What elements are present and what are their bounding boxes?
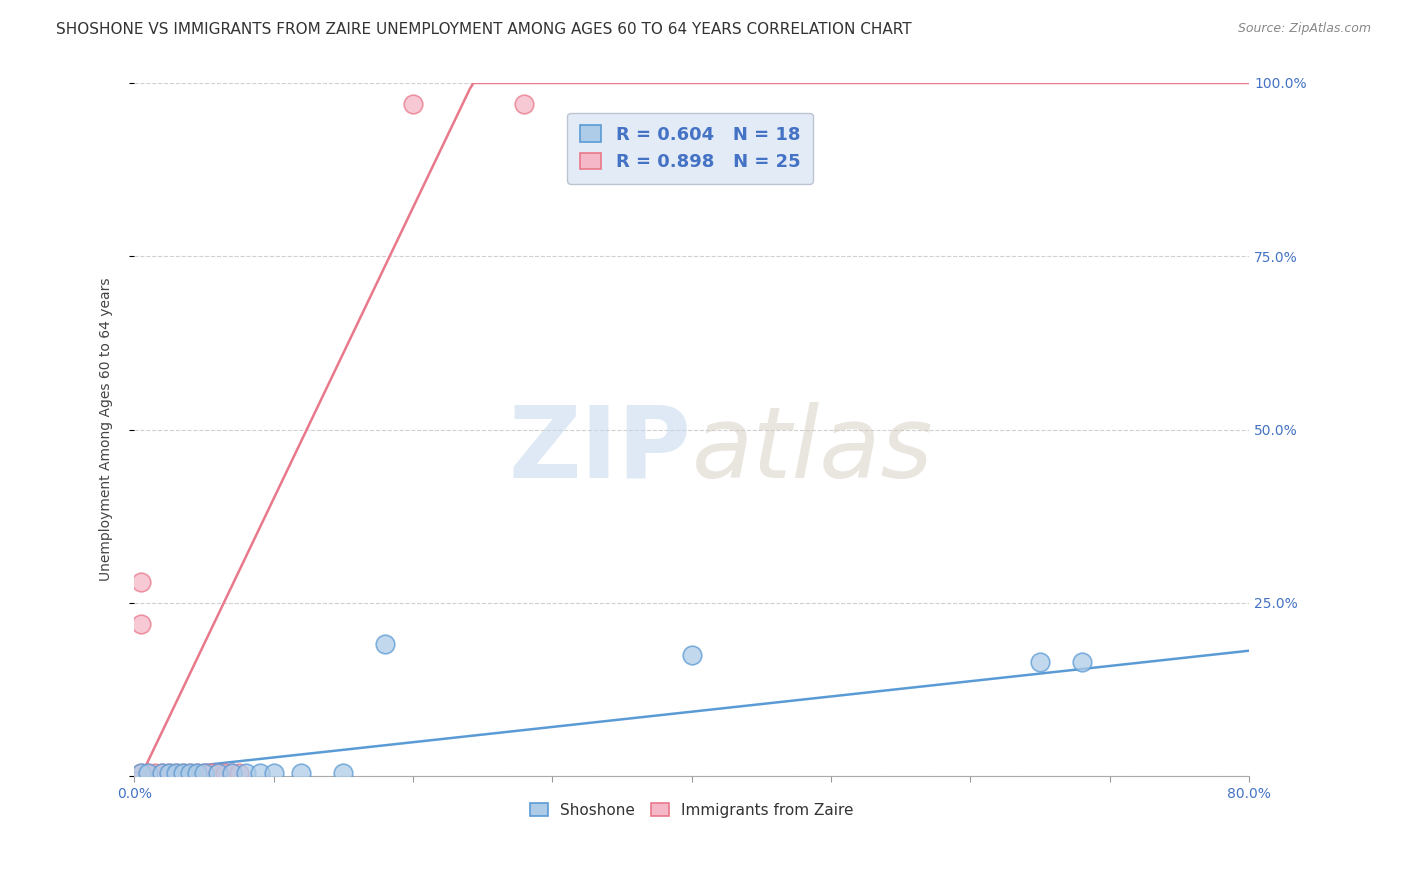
- Point: [136, 765, 159, 780]
- Point: [150, 765, 173, 780]
- Point: [172, 765, 194, 780]
- Point: [157, 765, 180, 780]
- Text: Source: ZipAtlas.com: Source: ZipAtlas.com: [1237, 22, 1371, 36]
- Point: [228, 765, 250, 780]
- Point: [186, 765, 208, 780]
- Point: [249, 765, 271, 780]
- Point: [157, 765, 180, 780]
- Point: [143, 765, 166, 780]
- Text: ZIP: ZIP: [509, 402, 692, 499]
- Point: [207, 765, 229, 780]
- Point: [129, 765, 152, 780]
- Point: [1070, 655, 1092, 669]
- Point: [186, 765, 208, 780]
- Point: [235, 765, 257, 780]
- Legend: Shoshone, Immigrants from Zaire: Shoshone, Immigrants from Zaire: [523, 797, 859, 824]
- Point: [332, 765, 354, 780]
- Point: [207, 765, 229, 780]
- Point: [263, 765, 285, 780]
- Point: [165, 765, 187, 780]
- Point: [221, 765, 243, 780]
- Point: [193, 765, 215, 780]
- Point: [136, 765, 159, 780]
- Point: [165, 765, 187, 780]
- Point: [402, 96, 425, 111]
- Text: SHOSHONE VS IMMIGRANTS FROM ZAIRE UNEMPLOYMENT AMONG AGES 60 TO 64 YEARS CORRELA: SHOSHONE VS IMMIGRANTS FROM ZAIRE UNEMPL…: [56, 22, 912, 37]
- Point: [129, 765, 152, 780]
- Point: [214, 765, 236, 780]
- Point: [179, 765, 201, 780]
- Point: [200, 765, 222, 780]
- Y-axis label: Unemployment Among Ages 60 to 64 years: Unemployment Among Ages 60 to 64 years: [100, 277, 114, 582]
- Point: [179, 765, 201, 780]
- Point: [513, 96, 536, 111]
- Point: [172, 765, 194, 780]
- Point: [129, 616, 152, 631]
- Point: [129, 575, 152, 590]
- Point: [150, 765, 173, 780]
- Point: [193, 765, 215, 780]
- Point: [1029, 655, 1052, 669]
- Point: [221, 765, 243, 780]
- Text: atlas: atlas: [692, 402, 934, 499]
- Point: [374, 637, 396, 651]
- Point: [681, 648, 703, 662]
- Point: [290, 765, 312, 780]
